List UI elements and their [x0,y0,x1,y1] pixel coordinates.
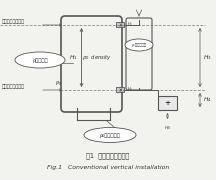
Ellipse shape [84,127,136,143]
Text: $P_0$: $P_0$ [55,79,62,88]
Bar [158,96,177,110]
Text: Fig.1   Conventional vertical installation: Fig.1 Conventional vertical installation [47,165,169,170]
Text: $H_3$: $H_3$ [203,53,212,62]
Text: $H_1$: $H_1$ [69,53,78,62]
Text: $\rho_0$  density: $\rho_0$ density [82,53,111,62]
Bar [116,87,124,92]
Text: $H_{正}$: $H_{正}$ [127,85,133,93]
Text: $H_{负}$: $H_{负}$ [127,20,133,28]
Text: +: + [164,100,171,106]
Text: 图1  常规垂直安装方案: 图1 常规垂直安装方案 [86,153,130,159]
Text: ρ₀介导液密度: ρ₀介导液密度 [132,43,147,47]
Bar [116,22,124,27]
Text: 接液感压面正压侧: 接液感压面正压侧 [2,84,25,89]
Text: $H_0$: $H_0$ [164,124,171,132]
Text: $H_4$: $H_4$ [203,96,212,104]
Ellipse shape [125,39,153,51]
Text: 接液感压面负压侧: 接液感压面负压侧 [2,19,25,24]
Text: ρ合液密度: ρ合液密度 [32,57,48,62]
Ellipse shape [15,52,65,68]
Text: ρ₀传导液密度: ρ₀传导液密度 [100,132,121,138]
